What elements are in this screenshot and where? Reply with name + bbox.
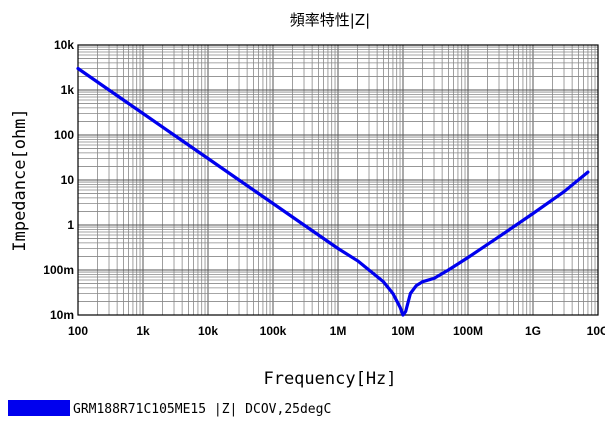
legend-swatch: [8, 400, 70, 416]
x-tick-label: 1k: [136, 324, 150, 338]
legend-label: GRM188R71C105ME15 |Z| DCOV,25degC: [73, 402, 331, 417]
x-tick-label: 1G: [525, 324, 541, 338]
x-tick-label: 100: [68, 324, 88, 338]
y-tick-labels: 10m 100m 1 10 100 1k 10k: [43, 38, 74, 322]
x-tick-label: 10M: [391, 324, 414, 338]
y-tick-label: 100m: [43, 263, 74, 277]
plot-frame: [77, 44, 599, 316]
x-tick-label: 100M: [453, 324, 483, 338]
y-tick-label: 10k: [54, 38, 74, 52]
y-tick-label: 1k: [61, 83, 75, 97]
y-tick-label: 10: [61, 173, 75, 187]
series-layer: [76, 66, 590, 317]
x-tick-label: 100k: [260, 324, 287, 338]
y-axis-label: Impedance[ohm]: [10, 108, 30, 251]
chart-title: 頻率特性|Z|: [290, 11, 370, 29]
grid: [77, 45, 598, 316]
x-tick-label: 1M: [330, 324, 347, 338]
legend: GRM188R71C105ME15 |Z| DCOV,25degC: [8, 400, 331, 417]
y-tick-label: 1: [67, 218, 74, 232]
x-tick-label: 10G: [587, 324, 605, 338]
series-line: [76, 66, 590, 317]
x-axis-label: Frequency[Hz]: [263, 369, 396, 389]
x-tick-labels: 100 1k 10k 100k 1M 10M 100M 1G 10G: [68, 324, 605, 338]
y-tick-label: 100: [54, 128, 74, 142]
y-tick-label: 10m: [50, 308, 74, 322]
x-tick-label: 10k: [198, 324, 218, 338]
